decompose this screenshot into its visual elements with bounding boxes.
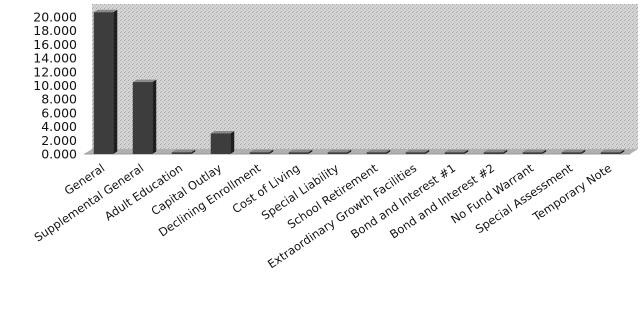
bar xyxy=(288,149,313,154)
y-tick-label: 12.000 xyxy=(33,64,77,79)
bar-top xyxy=(288,149,313,153)
bar xyxy=(93,9,118,154)
bar-front xyxy=(444,152,465,154)
bar-side xyxy=(386,149,391,154)
y-tick-label: 14.000 xyxy=(33,51,77,66)
bar xyxy=(249,149,274,154)
bar xyxy=(171,149,196,154)
bar-top xyxy=(405,149,430,153)
bar-front xyxy=(171,152,192,154)
bar-side xyxy=(581,149,586,154)
bar-top xyxy=(483,149,508,153)
bar-top xyxy=(210,130,235,134)
bar-top xyxy=(249,149,274,153)
y-tick-label: 20.000 xyxy=(33,10,77,25)
y-axis: 0.0002.0004.0006.0008.00010.00012.00014.… xyxy=(33,10,77,162)
plot-area xyxy=(84,4,638,155)
bars xyxy=(93,9,625,154)
bar-top xyxy=(132,79,157,83)
bar xyxy=(132,79,157,154)
bar-side xyxy=(464,149,469,154)
y-tick-label: 18.000 xyxy=(33,23,77,38)
plot-wall xyxy=(92,4,638,149)
bar-front xyxy=(327,152,348,154)
bar-front xyxy=(561,152,582,154)
bar xyxy=(210,130,235,154)
bar-front xyxy=(600,152,621,154)
bar-side xyxy=(347,149,352,154)
bar-side xyxy=(152,79,157,154)
bar-side xyxy=(191,149,196,154)
y-tick-label: 10.000 xyxy=(33,78,77,93)
bar-front xyxy=(483,152,504,154)
bar-front xyxy=(522,152,543,154)
bar-side xyxy=(269,149,274,154)
bar-front xyxy=(132,82,153,154)
bar-top xyxy=(93,9,118,13)
y-tick-label: 8.000 xyxy=(41,92,77,107)
bar-top xyxy=(561,149,586,153)
bar-side xyxy=(503,149,508,154)
bar-top xyxy=(366,149,391,153)
bar-top xyxy=(171,149,196,153)
plot-floor xyxy=(84,149,638,154)
bar-side xyxy=(230,130,235,154)
bar xyxy=(405,149,430,154)
bar-side xyxy=(542,149,547,154)
y-tick-label: 6.000 xyxy=(41,105,77,120)
bar-side xyxy=(620,149,625,154)
bar-side xyxy=(308,149,313,154)
bar-front xyxy=(366,152,387,154)
y-tick-label: 2.000 xyxy=(41,133,77,148)
bar xyxy=(483,149,508,154)
bar-front xyxy=(249,152,270,154)
bar-top xyxy=(600,149,625,153)
bar-side xyxy=(113,9,118,154)
bar xyxy=(444,149,469,154)
bar xyxy=(366,149,391,154)
bar-front xyxy=(405,152,426,154)
bar-top xyxy=(522,149,547,153)
bar xyxy=(327,149,352,154)
y-tick-label: 16.000 xyxy=(33,37,77,52)
bar-side xyxy=(425,149,430,154)
bar-front xyxy=(288,152,309,154)
bar xyxy=(522,149,547,154)
y-tick-label: 0.000 xyxy=(41,147,77,162)
bar-front xyxy=(93,12,114,154)
bar-front xyxy=(210,133,231,154)
y-tick-label: 4.000 xyxy=(41,119,77,134)
bar xyxy=(561,149,586,154)
bar-top xyxy=(327,149,352,153)
bar-top xyxy=(444,149,469,153)
bar xyxy=(600,149,625,154)
